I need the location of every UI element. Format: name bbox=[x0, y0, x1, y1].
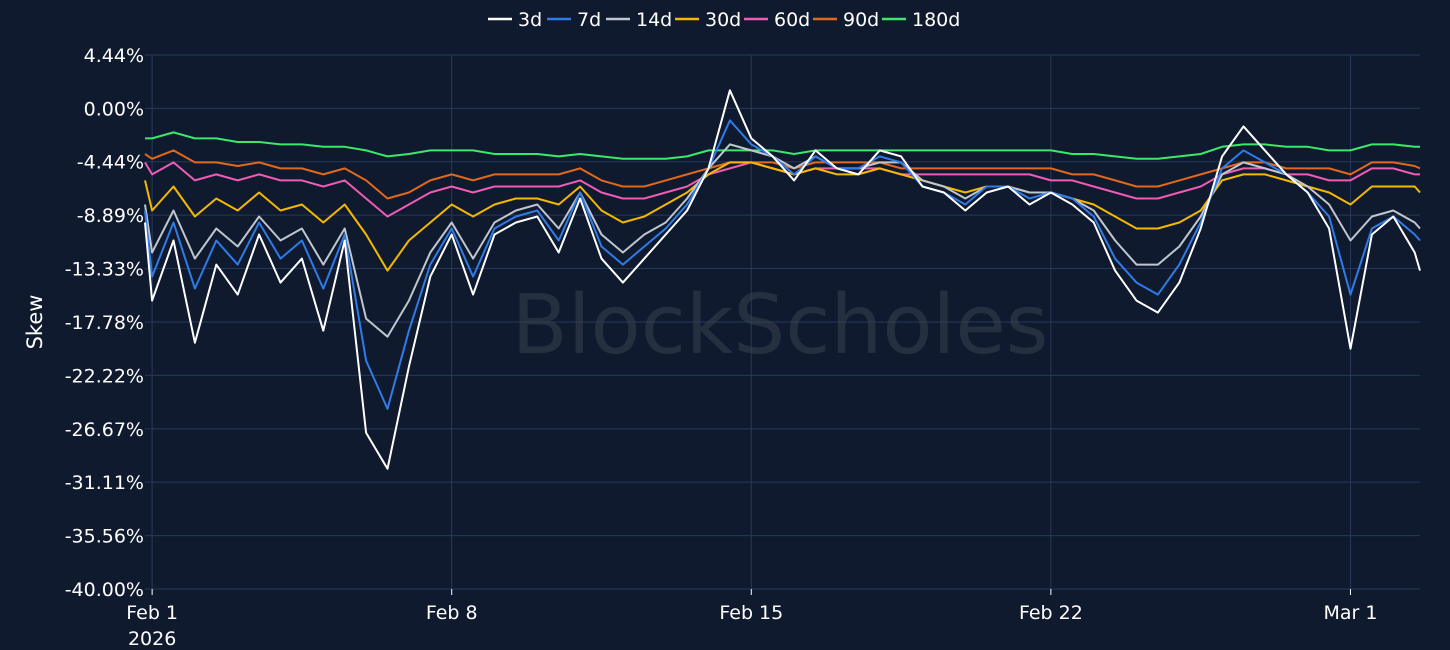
y-tick-label: -35.56% bbox=[65, 526, 144, 548]
series-line-30d bbox=[144, 161, 1421, 272]
series-line-180d bbox=[145, 131, 1420, 160]
x-tick-label: Feb 22 bbox=[1019, 602, 1083, 624]
y-tick-label: -17.78% bbox=[65, 312, 144, 334]
series-line-3d bbox=[144, 89, 1421, 470]
watermark-text: BlockScholes bbox=[511, 278, 1048, 373]
legend-label: 30d bbox=[705, 9, 741, 31]
legend-item-30d[interactable]: 30d bbox=[675, 9, 741, 31]
x-tick-label: Feb 1 bbox=[126, 602, 178, 624]
series-line-14d bbox=[144, 143, 1421, 338]
legend-item-60d[interactable]: 60d bbox=[744, 9, 810, 31]
y-axis-label: Skew bbox=[23, 295, 47, 350]
grid-lines bbox=[145, 54, 1420, 595]
y-tick-label: -8.89% bbox=[77, 205, 144, 227]
series-line-90d bbox=[144, 149, 1421, 200]
y-tick-label: -31.11% bbox=[65, 472, 144, 494]
legend-item-14d[interactable]: 14d bbox=[606, 9, 672, 31]
x-tick-label: Mar 1 bbox=[1323, 602, 1377, 624]
legend-label: 90d bbox=[843, 9, 879, 31]
x-tick-label: Feb 8 bbox=[426, 602, 478, 624]
legend-label: 60d bbox=[774, 9, 810, 31]
x-tick-labels: Feb 1 2026 Feb 8 Feb 15 Feb 22 Mar 1 bbox=[126, 602, 1377, 650]
y-tick-label: -4.44% bbox=[77, 152, 144, 174]
legend-label: 14d bbox=[636, 9, 672, 31]
x-tick-sublabel: 2026 bbox=[128, 628, 176, 650]
y-tick-label: -13.33% bbox=[65, 259, 144, 281]
legend-label: 7d bbox=[577, 9, 601, 31]
legend[interactable]: 3d 7d 14d 30d 60d 90d 180d bbox=[488, 9, 960, 31]
legend-label: 3d bbox=[518, 9, 542, 31]
legend-label: 180d bbox=[912, 9, 960, 31]
y-tick-label: 0.00% bbox=[84, 98, 144, 120]
series-line-7d bbox=[144, 119, 1421, 410]
legend-item-90d[interactable]: 90d bbox=[813, 9, 879, 31]
y-tick-label: -26.67% bbox=[65, 419, 144, 441]
y-tick-labels: 4.44% 0.00% -4.44% -8.89% -13.33% -17.78% -22.… bbox=[65, 45, 144, 601]
legend-item-180d[interactable]: 180d bbox=[882, 9, 960, 31]
y-tick-label: -40.00% bbox=[65, 579, 144, 601]
y-tick-label: -22.22% bbox=[65, 365, 144, 387]
legend-item-3d[interactable]: 3d bbox=[488, 9, 542, 31]
x-tick-label: Feb 15 bbox=[719, 602, 783, 624]
y-tick-label: 4.44% bbox=[84, 45, 144, 67]
legend-item-7d[interactable]: 7d bbox=[547, 9, 601, 31]
series-lines bbox=[144, 89, 1421, 470]
